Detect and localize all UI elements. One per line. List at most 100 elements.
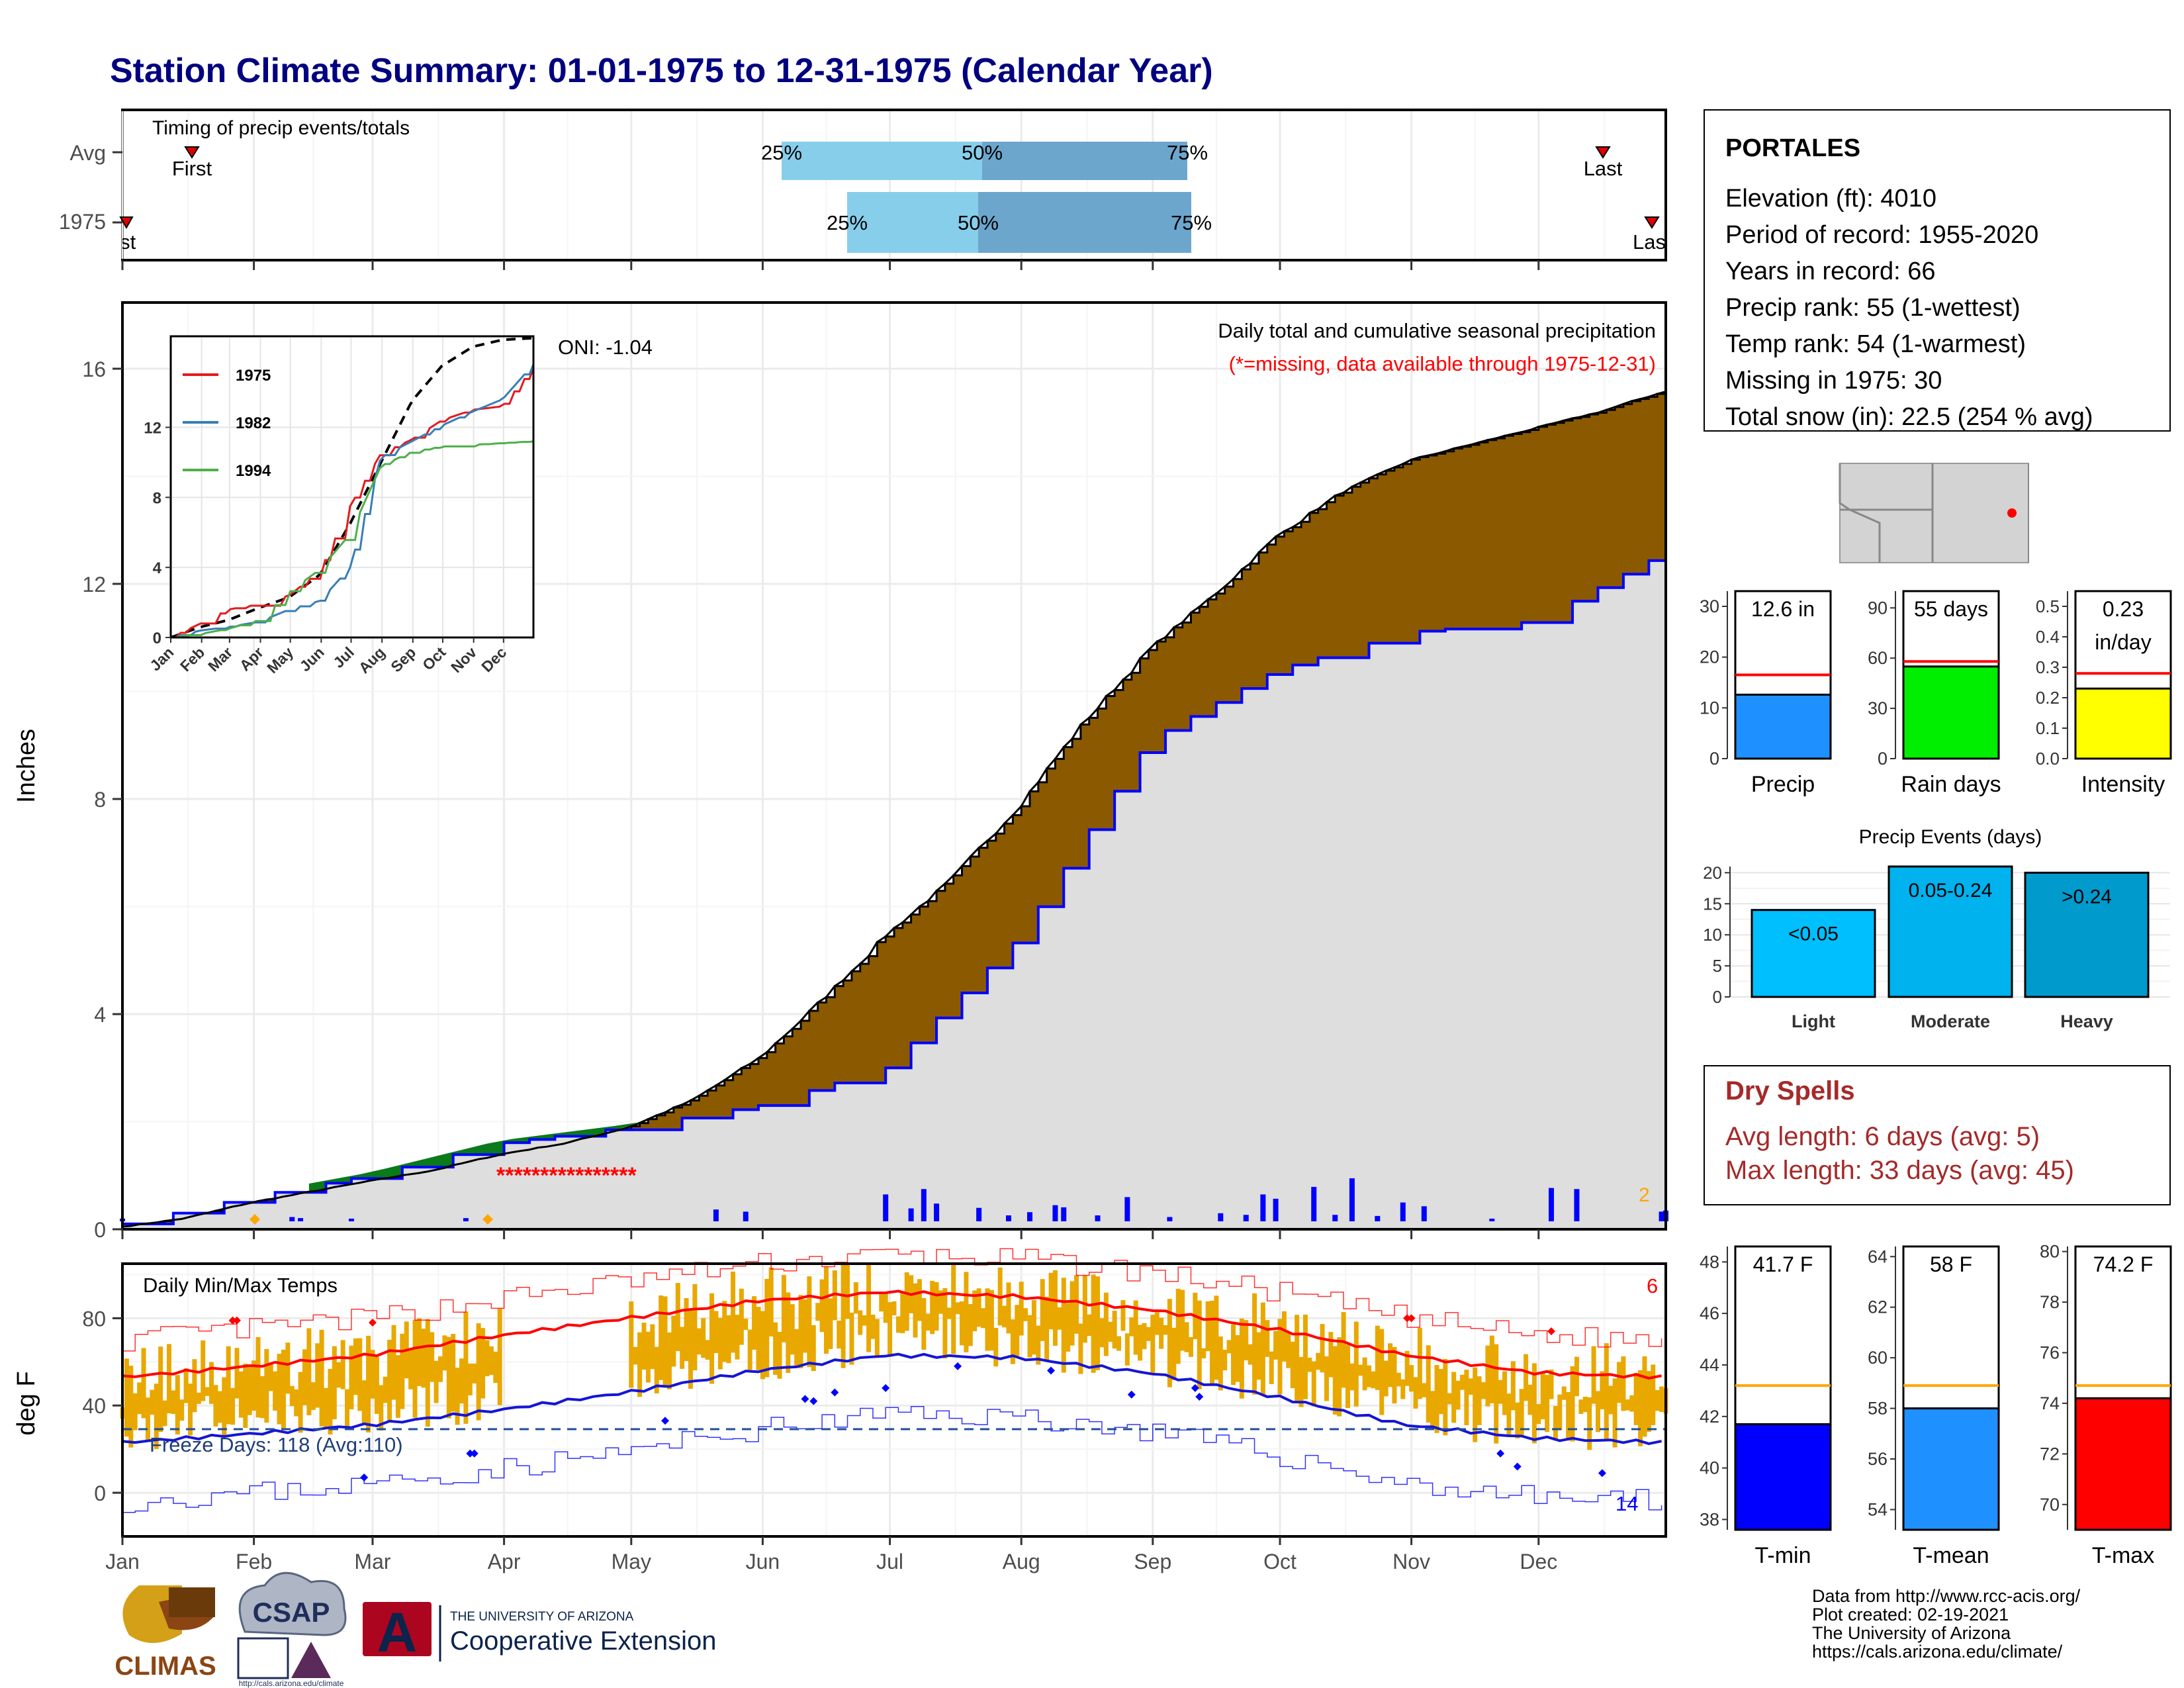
oni-value: ONI: -1.04	[558, 336, 653, 359]
daily-temp-bar	[361, 1380, 367, 1425]
footer-credits: Data from http://www.rcc-acis.org/Plot c…	[1812, 1586, 2081, 1662]
daily-temp-bar	[1404, 1350, 1410, 1386]
month-label: Jul	[876, 1550, 903, 1573]
daily-temp-bar	[1489, 1335, 1494, 1403]
daily-temp-bar	[1073, 1275, 1079, 1334]
daily-temp-bar	[1459, 1374, 1465, 1390]
daily-temp-bar	[222, 1377, 227, 1436]
daily-temp-bar	[688, 1308, 693, 1389]
daily-temp-bar	[497, 1308, 502, 1405]
daily-temp-bar	[760, 1311, 765, 1380]
daily-precip-bar	[934, 1203, 940, 1221]
record-high-dot	[1407, 1314, 1416, 1323]
tmax-chart-ytick: 78	[2040, 1292, 2060, 1312]
daily-temp-bar	[815, 1303, 821, 1321]
daily-temp-bar	[731, 1271, 736, 1353]
csap-url: http://cals.arizona.edu/climate	[239, 1679, 344, 1688]
intensity-chart-ytick: 0.1	[2036, 718, 2060, 738]
record-low-line	[122, 1405, 1662, 1513]
daily-temp-bar	[175, 1375, 180, 1434]
daily-temp-bar	[430, 1332, 435, 1382]
temp-ytick: 80	[82, 1307, 106, 1331]
climas-text: CLIMAS	[114, 1652, 216, 1681]
daily-temp-bar	[1578, 1399, 1584, 1414]
daily-temp-bar	[1260, 1302, 1265, 1395]
inset-legend-label: 1982	[236, 414, 271, 432]
daily-temp-bar	[196, 1392, 201, 1404]
tmin-chart-ytick: 48	[1700, 1252, 1719, 1272]
tmean-chart-ytick: 54	[1868, 1499, 1888, 1519]
tmean-chart-ytick: 56	[1868, 1449, 1888, 1469]
station-info-line: Period of record: 1955-2020	[1725, 221, 2038, 249]
ua-small-text: THE UNIVERSITY OF ARIZONA	[450, 1610, 634, 1624]
daily-temp-bar	[705, 1340, 710, 1360]
average-min-line	[122, 1352, 1662, 1446]
month-label: Dec	[1520, 1550, 1557, 1573]
daily-temp-bar	[1171, 1327, 1177, 1380]
tmean-chart-ytick: 62	[1868, 1297, 1888, 1317]
tmin-chart-value: 41.7 F	[1753, 1252, 1813, 1276]
daily-temp-bar	[1337, 1337, 1342, 1417]
tmin-chart-ytick: 44	[1700, 1355, 1719, 1375]
daily-temp-bar	[1633, 1372, 1639, 1425]
temp-title: Daily Min/Max Temps	[143, 1274, 338, 1297]
month-label: Jan	[105, 1550, 140, 1573]
daily-precip-bar	[348, 1218, 354, 1221]
daily-temp-bar	[1124, 1333, 1130, 1366]
daily-temp-bar	[437, 1356, 443, 1382]
inset-average-line	[170, 336, 534, 639]
daily-temp-bar	[1002, 1305, 1007, 1328]
daily-temp-bar	[913, 1283, 918, 1338]
daily-temp-bar	[1388, 1343, 1393, 1387]
daily-temp-bar	[743, 1319, 749, 1331]
daily-precip-bar	[1311, 1187, 1317, 1221]
daily-temp-bar	[1396, 1372, 1401, 1387]
daily-temp-bar	[416, 1318, 422, 1386]
daily-temp-bar	[1103, 1292, 1109, 1356]
daily-temp-bar	[713, 1311, 719, 1354]
precip-total-chart-xlabel: Precip	[1751, 772, 1815, 797]
daily-temp-bar	[1510, 1361, 1516, 1411]
daily-temp-bar	[1248, 1344, 1253, 1365]
daily-temp-bar	[141, 1348, 146, 1419]
daily-temp-bar	[1524, 1354, 1529, 1401]
daily-temp-bar	[1515, 1402, 1520, 1438]
daily-temp-bar	[1108, 1321, 1113, 1342]
missing-note: (*=missing, data available through 1975-…	[1229, 352, 1656, 375]
daily-precip-bar	[1260, 1194, 1266, 1221]
daily-temp-bar	[1587, 1397, 1592, 1450]
daily-temp-bar	[1036, 1325, 1041, 1365]
daily-temp-bar	[1154, 1312, 1160, 1335]
daily-temp-bar	[930, 1280, 935, 1335]
daily-temp-bar	[756, 1307, 761, 1370]
daily-temp-bar	[226, 1346, 231, 1425]
daily-temp-bar	[777, 1331, 782, 1379]
record-high-dot	[228, 1316, 237, 1325]
daily-precip-bar	[921, 1189, 927, 1221]
daily-temp-bar	[662, 1296, 668, 1388]
daily-temp-bar	[188, 1383, 193, 1436]
precip-event-bar	[2024, 871, 2150, 998]
daily-temp-bar	[128, 1366, 134, 1448]
daily-temp-bar	[289, 1385, 295, 1407]
daily-temp-bar	[790, 1304, 795, 1355]
daily-temp-bar	[904, 1272, 909, 1331]
daily-temp-bar	[1328, 1332, 1334, 1378]
precip-total-chart-value: 12.6 in	[1751, 597, 1815, 621]
daily-temp-bar	[752, 1296, 757, 1350]
daily-temp-bar	[1621, 1356, 1626, 1411]
daily-temp-bar	[735, 1315, 740, 1360]
events-ytick: 20	[1703, 863, 1722, 882]
daily-precip-bar	[883, 1194, 889, 1221]
events-ytick: 5	[1713, 956, 1722, 976]
daily-temp-bar	[764, 1278, 770, 1378]
daily-temp-bar	[132, 1393, 138, 1430]
daily-temp-bar	[1604, 1343, 1609, 1440]
daily-temp-bar	[158, 1346, 163, 1432]
daily-temp-bar	[650, 1324, 655, 1370]
timing-ylabel-avg: Avg	[69, 141, 106, 165]
timing-panel: Timing of precip events/totals 25% 50% 7…	[59, 109, 1667, 261]
daily-temp-bar	[166, 1344, 171, 1414]
daily-temp-bar	[1120, 1300, 1126, 1331]
tmax-chart-bar	[2074, 1397, 2172, 1531]
